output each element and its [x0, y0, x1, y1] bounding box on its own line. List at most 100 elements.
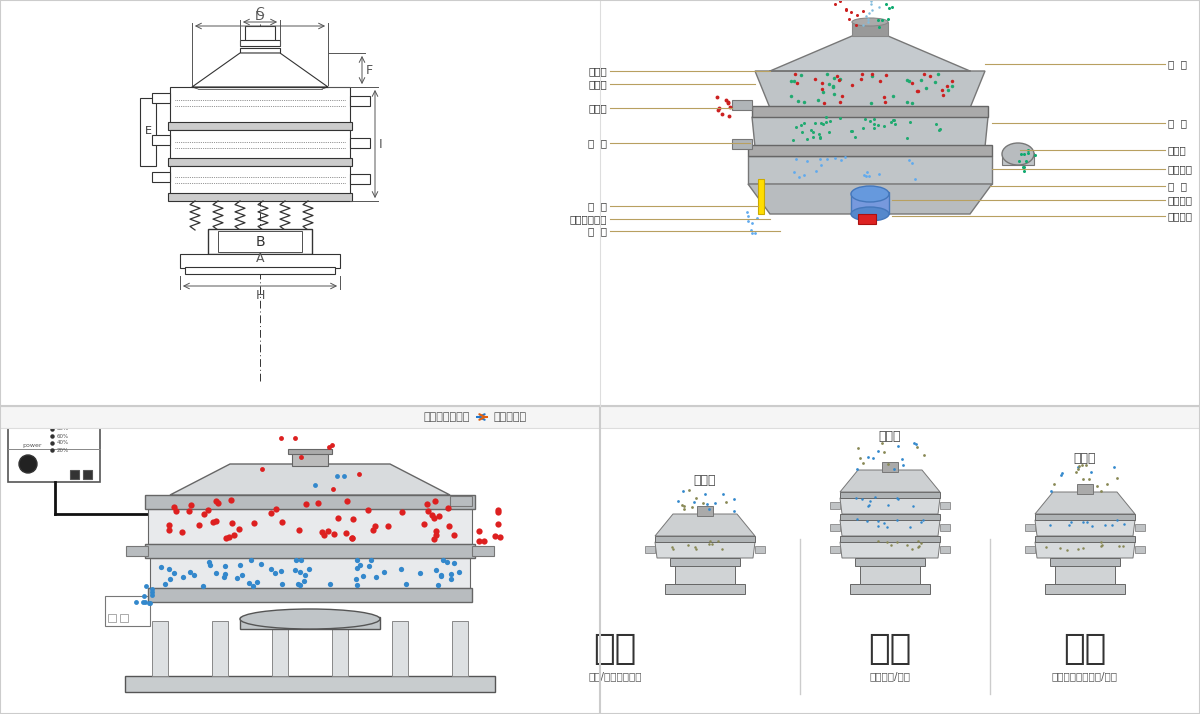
Bar	[148, 509, 472, 544]
Bar	[245, 26, 275, 42]
Bar	[940, 524, 950, 531]
Bar	[125, 676, 496, 692]
Bar	[840, 492, 940, 498]
Bar	[1045, 584, 1126, 594]
Text: 外形尺寸示意图: 外形尺寸示意图	[424, 412, 470, 422]
Bar	[646, 546, 655, 553]
Text: 分级: 分级	[593, 632, 637, 666]
Text: 60%: 60%	[58, 433, 70, 438]
Bar	[218, 231, 302, 252]
Bar	[472, 546, 494, 556]
Bar	[240, 48, 280, 53]
Polygon shape	[655, 514, 755, 536]
Text: 运输固定螺栓: 运输固定螺栓	[570, 214, 607, 224]
Bar	[755, 546, 766, 553]
Polygon shape	[770, 36, 970, 71]
Bar	[1135, 524, 1145, 531]
Text: B: B	[256, 235, 265, 249]
Bar	[1055, 564, 1115, 584]
Bar	[758, 179, 764, 214]
Bar	[168, 193, 352, 201]
Bar	[697, 506, 713, 516]
Bar	[882, 462, 898, 472]
Bar	[732, 139, 752, 149]
Bar	[170, 166, 350, 194]
Bar	[450, 496, 472, 506]
Bar	[212, 621, 228, 676]
Polygon shape	[840, 498, 940, 514]
Bar	[392, 621, 408, 676]
Text: F: F	[366, 64, 373, 76]
Bar	[940, 546, 950, 553]
Bar	[752, 106, 988, 117]
Text: 结构示意图: 结构示意图	[493, 412, 526, 422]
Text: 20%: 20%	[58, 448, 70, 453]
Bar	[108, 614, 116, 622]
Bar	[1034, 536, 1135, 542]
Polygon shape	[748, 184, 992, 214]
Text: 加重块: 加重块	[1168, 145, 1187, 155]
Bar	[748, 145, 992, 156]
Bar	[670, 558, 740, 566]
Polygon shape	[170, 464, 450, 495]
Text: 除杂: 除杂	[1063, 632, 1106, 666]
Polygon shape	[840, 542, 940, 558]
Text: 网  架: 网 架	[1168, 118, 1187, 128]
Bar	[1025, 546, 1034, 553]
Bar	[332, 621, 348, 676]
Bar	[852, 22, 888, 36]
Polygon shape	[840, 470, 940, 492]
Bar	[140, 98, 156, 166]
Bar	[152, 135, 170, 145]
Text: 筛  盘: 筛 盘	[1168, 181, 1187, 191]
Bar	[145, 544, 475, 558]
Text: 去除异物/结块: 去除异物/结块	[870, 671, 911, 681]
Polygon shape	[1034, 542, 1135, 558]
Bar	[272, 621, 288, 676]
Text: 束  环: 束 环	[588, 138, 607, 148]
Bar	[1135, 546, 1145, 553]
Bar	[452, 621, 468, 676]
Text: A: A	[256, 253, 264, 266]
Polygon shape	[748, 156, 992, 184]
Bar	[1050, 558, 1120, 566]
Bar	[655, 536, 755, 542]
Bar	[350, 174, 370, 184]
Ellipse shape	[851, 207, 889, 221]
Text: 机  座: 机 座	[588, 226, 607, 236]
Polygon shape	[148, 588, 472, 602]
Text: 筛  网: 筛 网	[1168, 59, 1187, 69]
Bar	[292, 452, 328, 466]
Bar	[840, 514, 940, 520]
Bar	[830, 524, 840, 531]
Bar	[0, 0, 600, 406]
Bar	[0, 406, 1200, 428]
Ellipse shape	[852, 18, 888, 26]
Text: H: H	[256, 289, 265, 302]
Bar	[8, 412, 100, 482]
Bar	[860, 564, 920, 584]
Bar	[1078, 484, 1093, 494]
Bar	[1034, 514, 1135, 520]
Bar	[350, 138, 370, 148]
Bar	[600, 0, 1200, 406]
Bar	[170, 87, 350, 124]
Bar	[168, 122, 352, 130]
Text: power: power	[22, 443, 42, 448]
Polygon shape	[655, 542, 755, 558]
Polygon shape	[192, 53, 328, 87]
Bar	[180, 254, 340, 268]
Text: 上部重锤: 上部重锤	[1168, 164, 1193, 174]
Bar	[208, 229, 312, 254]
Bar	[0, 428, 600, 714]
Text: 进料口: 进料口	[588, 66, 607, 76]
Text: 单层式: 单层式	[694, 475, 716, 488]
Text: C: C	[256, 6, 264, 19]
Text: 三层式: 三层式	[878, 431, 901, 443]
Polygon shape	[840, 520, 940, 536]
Text: 双层式: 双层式	[1074, 453, 1097, 466]
Polygon shape	[755, 71, 985, 108]
Bar	[70, 470, 79, 479]
Bar	[170, 130, 350, 160]
Bar	[854, 558, 925, 566]
